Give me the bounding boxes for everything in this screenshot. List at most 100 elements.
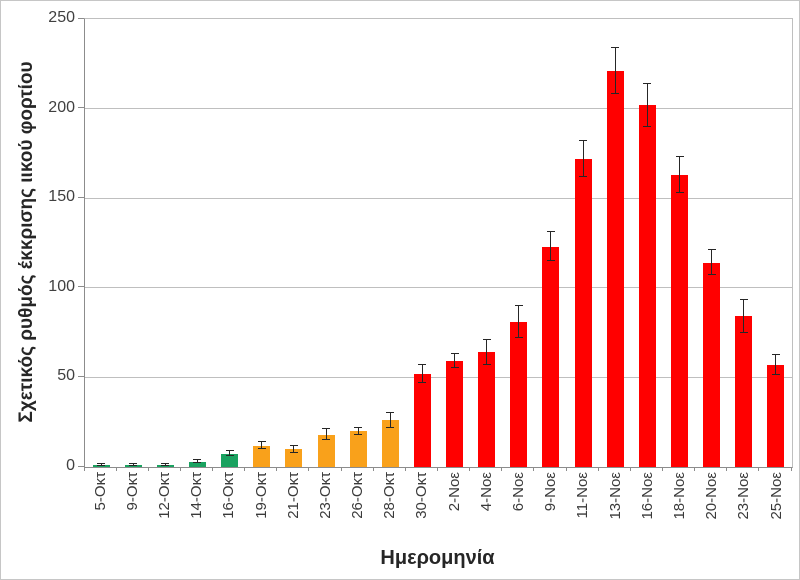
x-label-slot: 11-Νοε <box>567 472 599 544</box>
error-bar-cap <box>579 175 588 177</box>
error-bar-cap <box>354 426 363 428</box>
bar <box>221 453 239 467</box>
bar <box>349 431 367 467</box>
x-tick-mark <box>790 467 792 471</box>
error-bar-cap <box>161 465 170 467</box>
error-bar-cap <box>514 304 523 306</box>
x-tick-label: 16-Οκτ <box>220 472 238 519</box>
x-label-slot: 23-Οκτ <box>309 472 341 544</box>
error-bar-cap <box>129 465 138 467</box>
x-tick-mark <box>308 467 310 471</box>
error-bar-cap <box>546 231 555 233</box>
error-bar <box>582 140 584 177</box>
x-label-slot: 9-Νοε <box>535 472 567 544</box>
x-tick-label: 20-Νοε <box>703 472 721 520</box>
x-label-slot: 5-Οκτ <box>84 472 116 544</box>
bar <box>317 434 335 467</box>
x-tick-mark <box>212 467 214 471</box>
error-bar <box>614 47 616 95</box>
x-label-slot: 28-Οκτ <box>374 472 406 544</box>
x-tick-label: 13-Νοε <box>606 472 624 520</box>
x-label-slot: 20-Νοε <box>696 472 728 544</box>
y-tick-label: 50 <box>57 367 75 385</box>
y-tick-label: 150 <box>48 188 75 206</box>
error-bar-cap <box>771 354 780 355</box>
y-tick-label: 200 <box>48 98 75 116</box>
error-bar-cap <box>161 463 170 465</box>
error-bar <box>646 83 648 127</box>
x-tick-label: 19-Οκτ <box>252 472 270 519</box>
error-bar <box>679 157 681 193</box>
x-label-slot: 9-Οκτ <box>116 472 148 544</box>
error-bar <box>293 445 295 453</box>
x-label-slot: 2-Νοε <box>438 472 470 544</box>
x-tick-mark <box>501 467 503 471</box>
y-tick-mark <box>78 107 84 109</box>
error-bar-cap <box>675 155 684 157</box>
bar <box>671 174 689 467</box>
error-bar-cap <box>193 458 202 460</box>
error-bar-cap <box>129 463 138 465</box>
bar <box>606 70 624 467</box>
x-tick-mark <box>597 467 599 471</box>
error-bar-cap <box>354 433 363 435</box>
x-tick-mark <box>694 467 696 471</box>
x-tick-mark <box>661 467 663 471</box>
y-tick-mark <box>78 196 84 198</box>
error-bar-cap <box>322 439 331 441</box>
bar <box>574 158 592 467</box>
x-tick-label: 4-Νοε <box>477 472 495 512</box>
error-bar-cap <box>418 363 427 365</box>
error-bar-cap <box>739 331 748 333</box>
x-tick-mark <box>469 467 471 471</box>
bar <box>735 316 753 467</box>
y-tick-mark <box>78 465 84 467</box>
error-bar <box>261 441 263 450</box>
error-bar <box>454 354 456 369</box>
x-label-slot: 19-Οκτ <box>245 472 277 544</box>
x-tick-label: 5-Οκτ <box>91 472 109 511</box>
error-bar <box>229 450 231 457</box>
x-tick-label: 23-Οκτ <box>316 472 334 519</box>
error-bar-cap <box>97 463 106 465</box>
x-tick-mark <box>244 467 246 471</box>
error-bar-cap <box>257 440 266 442</box>
error-bar <box>486 339 488 365</box>
error-bar-cap <box>450 367 459 369</box>
x-label-slot: 13-Νοε <box>599 472 631 544</box>
x-label-slot: 21-Οκτ <box>277 472 309 544</box>
x-tick-label: 25-Νοε <box>767 472 785 520</box>
x-tick-mark <box>565 467 567 471</box>
x-tick-mark <box>437 467 438 471</box>
error-bar <box>550 232 552 261</box>
x-label-slot: 6-Νοε <box>502 472 534 544</box>
x-label-slot: 12-Οκτ <box>148 472 180 544</box>
x-axis-labels: 5-Οκτ 9-Οκτ 12-Οκτ 14-Οκτ 16-Οκτ 19-Οκτ 21-Οκτ… <box>84 472 792 544</box>
bar <box>156 465 174 467</box>
bar <box>703 262 721 467</box>
x-tick-label: 14-Οκτ <box>188 472 206 519</box>
x-tick-label: 30-Οκτ <box>413 472 431 519</box>
error-bar <box>518 305 520 338</box>
error-bar <box>775 355 777 375</box>
error-bar-cap <box>225 449 234 451</box>
gridline <box>85 197 792 199</box>
x-tick-label: 6-Νοε <box>510 472 528 512</box>
gridline <box>85 287 792 289</box>
bar <box>381 420 399 467</box>
bar <box>638 105 656 467</box>
x-tick-mark <box>404 467 406 471</box>
error-bar-cap <box>579 139 588 141</box>
y-tick-mark <box>78 286 84 288</box>
bar <box>92 465 110 467</box>
error-bar-cap <box>482 338 491 340</box>
x-tick-label: 9-Νοε <box>542 472 560 512</box>
x-tick-label: 21-Οκτ <box>284 472 302 519</box>
x-tick-label: 12-Οκτ <box>155 472 173 519</box>
y-tick-mark <box>78 375 84 377</box>
bar <box>478 352 496 467</box>
error-bar-cap <box>450 353 459 355</box>
x-label-slot: 25-Νοε <box>760 472 792 544</box>
x-label-slot: 18-Νοε <box>663 472 695 544</box>
